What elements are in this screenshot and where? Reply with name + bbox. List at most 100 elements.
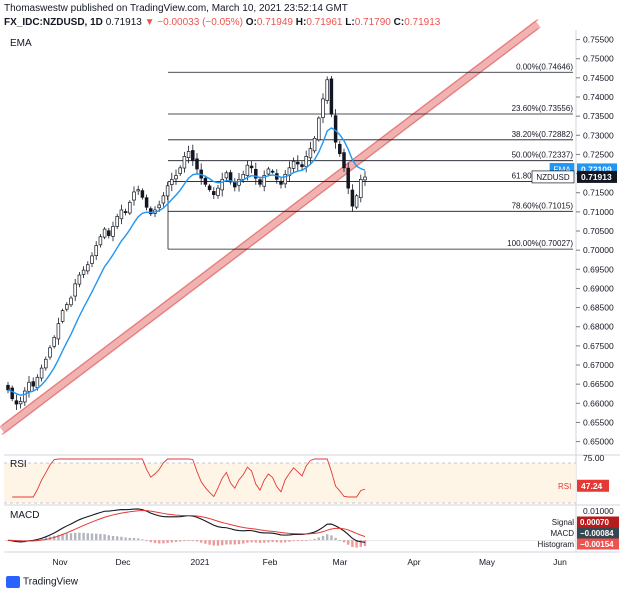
y-tick-label: 0.72500	[583, 149, 614, 159]
macd-histogram-bar	[74, 532, 77, 541]
close-value: 0.71913	[404, 17, 441, 28]
fib-label: 78.60%(0.71015)	[512, 201, 574, 210]
y-tick-label: 0.65000	[583, 437, 614, 447]
tradingview-logo[interactable]: TradingView	[6, 576, 78, 588]
candle-body	[90, 255, 94, 264]
macd-histogram-bar	[342, 540, 346, 543]
macd-histogram-bar	[326, 534, 329, 541]
macd-histogram-bar	[305, 540, 308, 542]
macd-histogram-bar	[359, 540, 362, 547]
macd-histogram-bar	[313, 538, 316, 541]
rsi-tag-name: RSI	[558, 482, 571, 491]
macd-histogram-bar	[292, 540, 295, 542]
ema-line	[7, 127, 366, 396]
macd-histogram-bar	[124, 537, 127, 541]
candle-body	[178, 167, 182, 174]
candle-body	[195, 158, 199, 170]
candle-body	[262, 175, 266, 187]
candle-body	[333, 115, 338, 143]
macd-histogram-bar	[225, 540, 228, 545]
candle-body	[325, 79, 329, 101]
y-tick-label: 0.68500	[583, 303, 614, 313]
macd-histogram-bar	[40, 538, 43, 541]
y-tick-label: 0.70000	[583, 245, 614, 255]
macd-histogram-bar	[204, 540, 207, 544]
macd-histogram-bar	[200, 540, 203, 543]
channel-band	[0, 20, 541, 434]
macd-tag-box	[577, 538, 619, 550]
rsi-line	[12, 458, 366, 498]
candle-body	[161, 195, 166, 204]
macd-histogram-bar	[57, 534, 60, 541]
macd-tag-box	[577, 516, 619, 528]
publish-info: Thomaswestw published on TradingView.com…	[4, 3, 348, 14]
candlesticks	[6, 75, 367, 411]
macd-histogram-bar	[116, 536, 119, 541]
candle-body	[56, 323, 61, 340]
candle-body	[191, 150, 195, 161]
macd-histogram-bar	[288, 540, 291, 542]
candle-body	[224, 172, 229, 179]
candle-body	[291, 160, 296, 169]
candle-body	[317, 117, 321, 141]
macd-histogram-bar	[162, 540, 165, 544]
macd-tick-label: 0.01000	[583, 506, 614, 516]
candle-body	[48, 347, 52, 358]
ema-pane-title: EMA	[10, 38, 32, 49]
candle-body	[304, 156, 308, 168]
low-value: 0.71790	[354, 17, 391, 28]
pane-frames	[4, 30, 620, 553]
macd-histogram-bar	[212, 540, 215, 546]
x-tick-label: Nov	[52, 557, 68, 567]
candle-body	[279, 180, 283, 185]
macd-histogram-bar	[216, 540, 220, 546]
candle-body	[321, 98, 325, 118]
macd-pane: 0.01000 Signal 0.00070 MACD −0.00084 Histogra…	[4, 506, 619, 550]
candle-body	[182, 156, 187, 169]
price-tag-name-box	[531, 170, 575, 184]
candle-body	[39, 367, 44, 379]
candle-body	[308, 148, 313, 159]
macd-histogram-bar	[242, 540, 245, 544]
macd-histogram-bar	[103, 534, 106, 541]
candle-body	[123, 211, 128, 213]
candle-body	[350, 189, 355, 207]
macd-tag-value: −0.00154	[580, 540, 614, 549]
candle-body	[170, 178, 174, 185]
macd-histogram-bar	[237, 540, 241, 545]
macd-histogram-bar	[279, 540, 283, 543]
macd-histogram-bar	[284, 540, 287, 543]
rsi-tag-value: 47.24	[581, 481, 603, 491]
symbol-name: FX_IDC:NZDUSD, 1D	[4, 17, 103, 28]
price-tag-name: NZDUSD	[536, 173, 570, 182]
rsi-tag-box	[577, 479, 609, 492]
macd-histogram-bar	[296, 540, 299, 542]
candle-body	[338, 143, 342, 155]
rsi-pane: 75.00 RSI 47.24	[4, 453, 609, 504]
macd-histogram-bar	[111, 535, 115, 541]
x-tick-label: Feb	[263, 557, 278, 567]
candle-body	[115, 216, 119, 227]
x-tick-label: 2021	[191, 557, 210, 567]
macd-histogram-bar	[347, 540, 350, 545]
candle-body	[65, 304, 69, 310]
candle-body	[165, 185, 170, 197]
macd-histogram-bar	[166, 540, 169, 543]
candle-body	[186, 151, 191, 159]
y-tick-label: 0.70500	[583, 226, 614, 236]
candle-body	[300, 164, 304, 168]
macd-histogram-bar	[355, 540, 358, 548]
candle-body	[10, 387, 14, 400]
macd-tag-name: MACD	[550, 529, 574, 538]
macd-histogram-bar	[271, 540, 274, 543]
macd-histogram-bar	[53, 535, 56, 541]
candle-body	[237, 178, 241, 186]
macd-histogram-bar	[309, 539, 312, 541]
candle-body	[27, 381, 31, 392]
candle-body	[157, 204, 161, 209]
candle-body	[94, 245, 98, 256]
candle-body	[254, 168, 258, 179]
candle-body	[233, 182, 237, 188]
macd-histogram-bar	[208, 540, 211, 545]
